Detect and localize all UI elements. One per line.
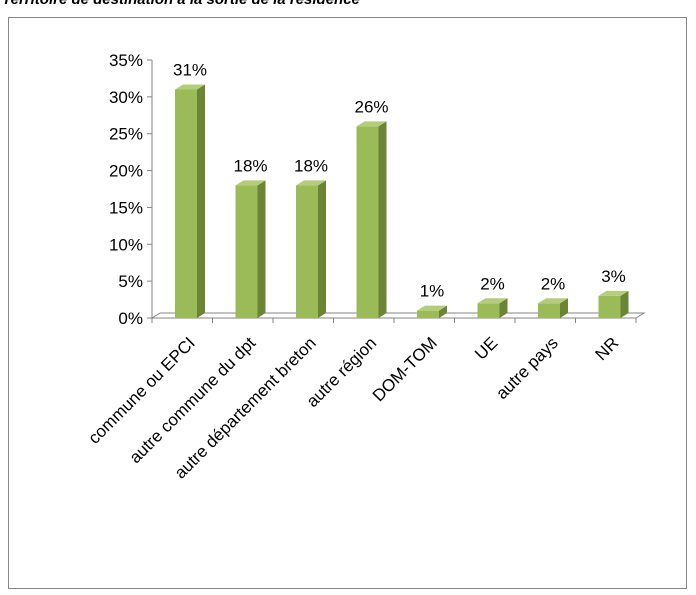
bar-front [356, 126, 379, 318]
bar-1 [175, 84, 205, 318]
data-label: 1% [420, 282, 445, 301]
bar-side [560, 298, 568, 318]
x-category-label: NR [592, 333, 623, 364]
x-category-label: commune ou EPCI [84, 333, 198, 447]
chart-area: 0% 5% 10% 15% 20% 25% 30% 35% 31% 18% 18% 26% 1% 2% 2%… [8, 17, 687, 589]
bar-side [378, 121, 387, 318]
bar-top [477, 298, 508, 304]
bar-2 [235, 180, 266, 318]
data-label: 31% [173, 60, 207, 79]
bar-front [175, 89, 197, 318]
bar-top [598, 290, 629, 296]
x-category-label: DOM-TOM [369, 333, 441, 405]
x-category-label: autre pays [492, 333, 562, 403]
bar-3 [296, 180, 326, 318]
bar-top [175, 84, 205, 90]
bar-side [620, 290, 629, 318]
bar-8 [598, 290, 629, 318]
bar-4 [356, 121, 387, 318]
y-tick-label: 25% [109, 125, 143, 144]
bar-6 [477, 298, 508, 318]
data-label: 18% [294, 156, 328, 175]
bar-side [439, 305, 447, 318]
bar-7 [538, 298, 568, 318]
bar-top [538, 298, 568, 304]
data-label: 26% [354, 97, 388, 116]
chart-floor [150, 312, 646, 319]
bar-front [296, 185, 318, 318]
data-label: 2% [480, 274, 505, 293]
bar-top [417, 305, 447, 311]
y-tick-label: 30% [109, 88, 143, 107]
bar-front [538, 303, 560, 318]
y-tick-label: 15% [109, 198, 143, 217]
x-category-label: UE [471, 333, 501, 363]
data-label: 18% [233, 156, 267, 175]
bar-front [417, 310, 439, 318]
page-title: Territoire de destination à la sortie de… [2, 0, 360, 8]
y-tick-label: 10% [109, 235, 143, 254]
data-label: 2% [541, 274, 566, 293]
bar-front [598, 295, 621, 318]
bar-chart: 0% 5% 10% 15% 20% 25% 30% 35% 31% 18% 18% 26% 1% 2% 2%… [84, 51, 646, 482]
bar-front [477, 303, 500, 318]
y-tick-label: 0% [118, 309, 143, 328]
bar-top [296, 180, 326, 186]
y-tick-label: 5% [118, 272, 143, 291]
bar-5 [417, 305, 447, 318]
bar-top [356, 121, 387, 127]
bar-side [197, 84, 205, 318]
y-tick-label: 35% [109, 51, 143, 70]
bar-front [235, 185, 258, 318]
y-tick-label: 20% [109, 162, 143, 181]
bar-side [499, 298, 508, 318]
bar-side [318, 180, 326, 318]
data-label: 3% [601, 267, 626, 286]
bar-side [257, 180, 266, 318]
bar-top [235, 180, 266, 186]
